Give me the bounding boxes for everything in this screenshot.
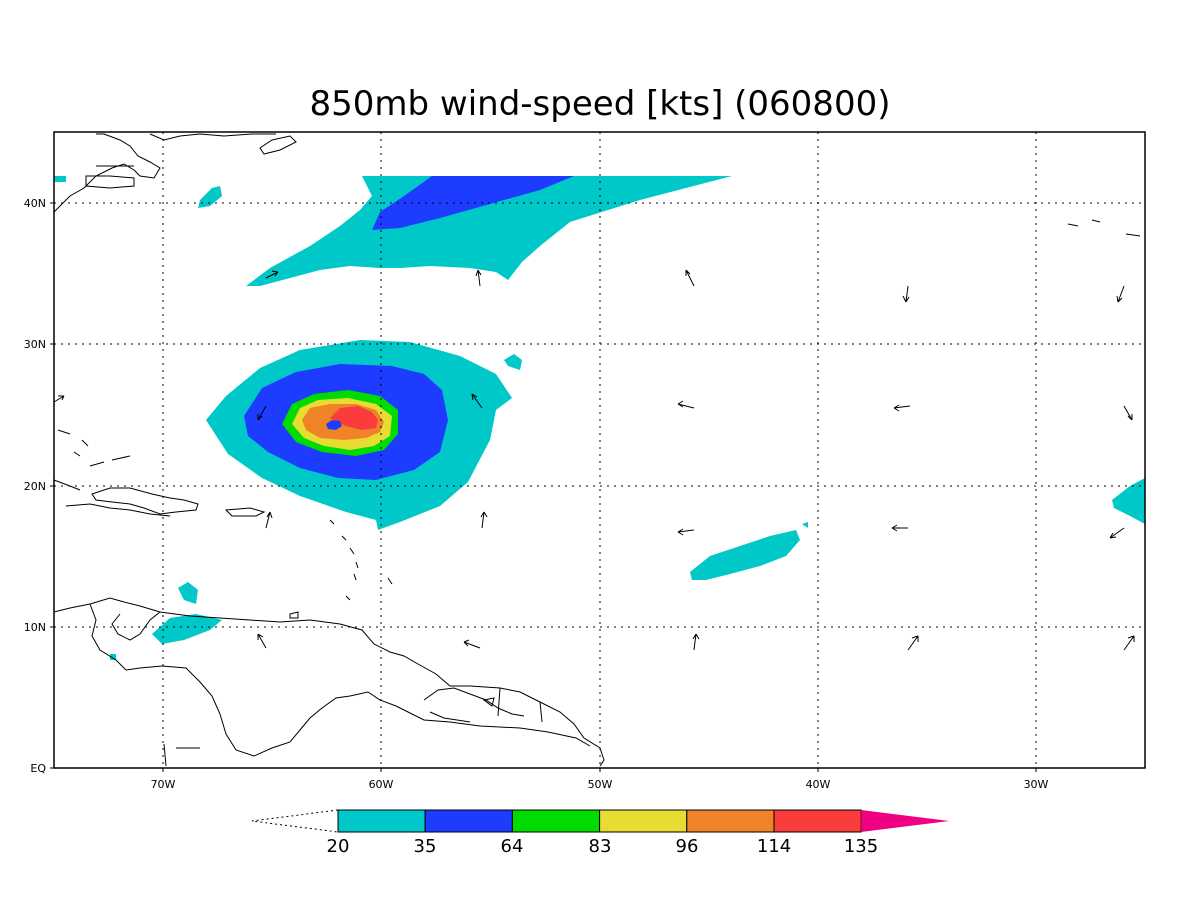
wind-arrow xyxy=(257,633,267,649)
lat-label-40n: 40N xyxy=(24,197,46,210)
coastline-puerto-rico xyxy=(224,507,266,517)
patch-cyan-5 xyxy=(1112,478,1145,524)
lon-label-70w: 70W xyxy=(151,778,176,791)
coastline-bahamas xyxy=(57,429,131,467)
coastline-lesser-antilles xyxy=(329,519,393,601)
wind-arrow xyxy=(1109,527,1125,539)
storm-band-114 xyxy=(330,406,378,430)
patch-cyan-1 xyxy=(198,186,222,208)
wind-arrow xyxy=(677,400,695,409)
colorbar-label-35: 35 xyxy=(414,836,437,857)
coastline-nova-scotia xyxy=(259,135,297,155)
colorbar-box-35 xyxy=(424,809,513,833)
patch-cyan-4 xyxy=(802,522,808,528)
wind-arrow xyxy=(893,404,911,412)
colorbar-boxes xyxy=(337,809,950,833)
patch-cyan-8 xyxy=(54,176,66,182)
colorbar-over-triangle xyxy=(861,810,950,832)
wind-arrow xyxy=(480,511,488,529)
gridlines xyxy=(54,132,1145,768)
tick-marks xyxy=(50,202,1037,772)
lat-label-30n: 30N xyxy=(24,338,46,351)
wind-arrow xyxy=(1123,635,1135,651)
colorbar-label-20: 20 xyxy=(327,836,350,857)
colorbar-box-114 xyxy=(773,809,862,833)
lon-label-50w: 50W xyxy=(588,778,613,791)
lat-label-eq: EQ xyxy=(30,762,46,775)
colorbar-label-64: 64 xyxy=(501,836,524,857)
coastline-hispaniola xyxy=(91,487,199,515)
jet-core-blue xyxy=(372,176,574,230)
colorbar-under-triangle xyxy=(251,809,339,833)
wind-arrow xyxy=(257,405,267,421)
map-plot-area: 40N 30N 20N 10N EQ 70W 60W 50W 40W 30W xyxy=(24,131,1146,791)
colorbar-label-114: 114 xyxy=(757,836,791,857)
colorbar: 20 35 64 83 96 114 135 xyxy=(251,809,950,857)
patch-cyan-3 xyxy=(690,530,800,580)
wind-arrow xyxy=(891,524,908,532)
wind-arrow xyxy=(265,511,273,529)
colorbar-box-96 xyxy=(686,809,775,833)
patch-cyan-7 xyxy=(178,582,198,604)
wind-arrow xyxy=(685,269,695,287)
colorbar-box-20 xyxy=(337,809,426,833)
lon-label-30w: 30W xyxy=(1024,778,1049,791)
colorbar-label-96: 96 xyxy=(676,836,699,857)
lat-label-10n: 10N xyxy=(24,621,46,634)
lat-label-20n: 20N xyxy=(24,480,46,493)
wind-arrow xyxy=(902,285,910,303)
patch-cyan-2 xyxy=(504,354,522,370)
wind-arrow xyxy=(475,269,482,287)
coastline-azores xyxy=(1067,219,1141,237)
lon-label-40w: 40W xyxy=(806,778,831,791)
storm-eye-blue xyxy=(326,420,342,430)
wind-vectors xyxy=(53,269,1135,651)
wind-arrow xyxy=(1123,405,1133,421)
wind-arrow xyxy=(471,393,483,409)
wind-arrow xyxy=(1116,285,1125,303)
wind-arrow xyxy=(677,528,695,536)
coastline-trinidad xyxy=(289,611,495,707)
coastline-south-america xyxy=(53,597,605,767)
coastline-north-america xyxy=(53,133,276,213)
wind-arrow xyxy=(53,395,65,403)
coastline-guianas xyxy=(423,687,543,723)
wind-arrow xyxy=(265,270,279,279)
colorbar-label-135: 135 xyxy=(844,836,878,857)
wind-shading xyxy=(54,176,1145,660)
wind-arrow xyxy=(692,633,700,651)
coastlines xyxy=(53,133,1141,767)
map-title: 850mb wind-speed [kts] (060800) xyxy=(310,84,891,124)
wind-arrow xyxy=(463,639,481,649)
colorbar-label-83: 83 xyxy=(589,836,612,857)
coastline-cuba xyxy=(53,479,171,517)
colorbar-box-83 xyxy=(599,809,688,833)
wind-arrow xyxy=(907,635,919,651)
coastline-amazon xyxy=(163,705,591,767)
colorbar-box-64 xyxy=(511,809,601,833)
lon-label-60w: 60W xyxy=(369,778,394,791)
patch-cyan-6 xyxy=(152,614,222,644)
coastline-new-england xyxy=(85,165,135,189)
jet-band-cyan xyxy=(246,176,732,286)
